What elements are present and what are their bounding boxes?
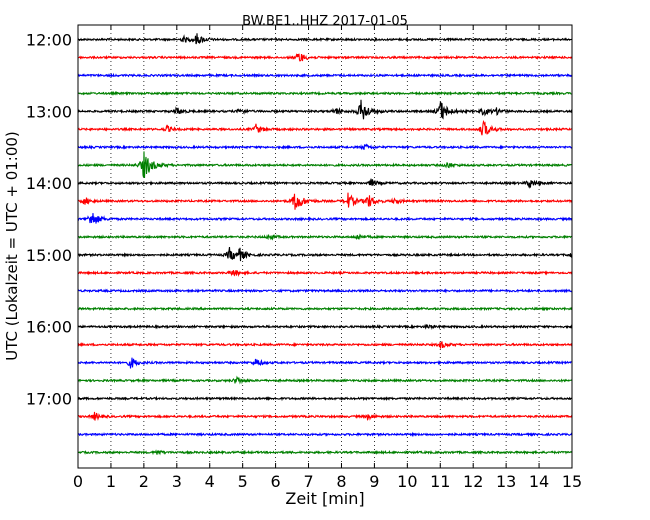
seismogram-trace [77, 375, 573, 385]
y-tick-label: 14:00 [26, 174, 72, 193]
x-tick-label: 12 [463, 472, 483, 491]
x-tick-label: 13 [496, 472, 516, 491]
seismogram-trace [77, 288, 573, 294]
seismogram-trace [77, 357, 573, 369]
x-tick-label: 8 [336, 472, 346, 491]
seismogram-trace [77, 341, 573, 349]
x-tick-label: 5 [238, 472, 248, 491]
x-tick-label: 3 [172, 472, 182, 491]
y-tick-label: 13:00 [26, 102, 72, 121]
x-axis: 0 1 2 3 4 5 6 7 8 9 10 11 12 13 14 15 [73, 25, 582, 491]
seismogram-trace [77, 233, 573, 241]
x-tick-label: 2 [139, 472, 149, 491]
seismogram-trace [77, 213, 573, 224]
seismogram-trace [77, 395, 573, 402]
x-tick-label: 6 [271, 472, 281, 491]
y-axis-label: UTC (Lokalzeit = UTC + 01:00) [3, 131, 21, 361]
plot-frame [77, 24, 573, 469]
seismogram-trace [77, 323, 573, 330]
x-tick-label: 1 [106, 472, 116, 491]
trace-group [77, 33, 573, 456]
y-axis: 12:00 13:00 14:00 15:00 16:00 17:00 [26, 31, 572, 409]
seismogram-trace [77, 306, 573, 312]
y-tick-label: 17:00 [26, 390, 72, 409]
y-tick-label: 16:00 [26, 318, 72, 337]
seismogram-trace [77, 178, 573, 189]
seismogram-trace [77, 151, 573, 179]
x-tick-label: 15 [562, 472, 582, 491]
x-tick-label: 10 [397, 472, 417, 491]
seismogram-trace [77, 90, 573, 96]
x-tick-label: 7 [303, 472, 313, 491]
y-tick-label: 15:00 [26, 246, 72, 265]
x-tick-label: 9 [369, 472, 379, 491]
seismogram-trace [77, 53, 573, 62]
seismogram-trace [77, 431, 573, 438]
x-tick-label: 14 [529, 472, 549, 491]
chart-title: BW.BE1..HHZ 2017-01-05 [242, 14, 408, 29]
x-tick-label: 0 [73, 472, 83, 491]
seismogram-trace [77, 192, 573, 210]
seismogram-trace [77, 411, 573, 421]
seismogram-trace [77, 246, 573, 262]
seismogram-trace [77, 120, 573, 136]
seismogram-trace [77, 449, 573, 456]
x-axis-label: Zeit [min] [285, 489, 364, 508]
y-tick-label: 12:00 [26, 31, 72, 50]
x-tick-label: 4 [205, 472, 215, 491]
seismogram-trace [77, 143, 573, 151]
seismogram-trace [77, 269, 573, 277]
seismogram-trace [77, 33, 573, 45]
x-tick-label: 11 [430, 472, 450, 491]
seismogram-trace [77, 72, 573, 79]
seismogram-trace [77, 99, 573, 120]
